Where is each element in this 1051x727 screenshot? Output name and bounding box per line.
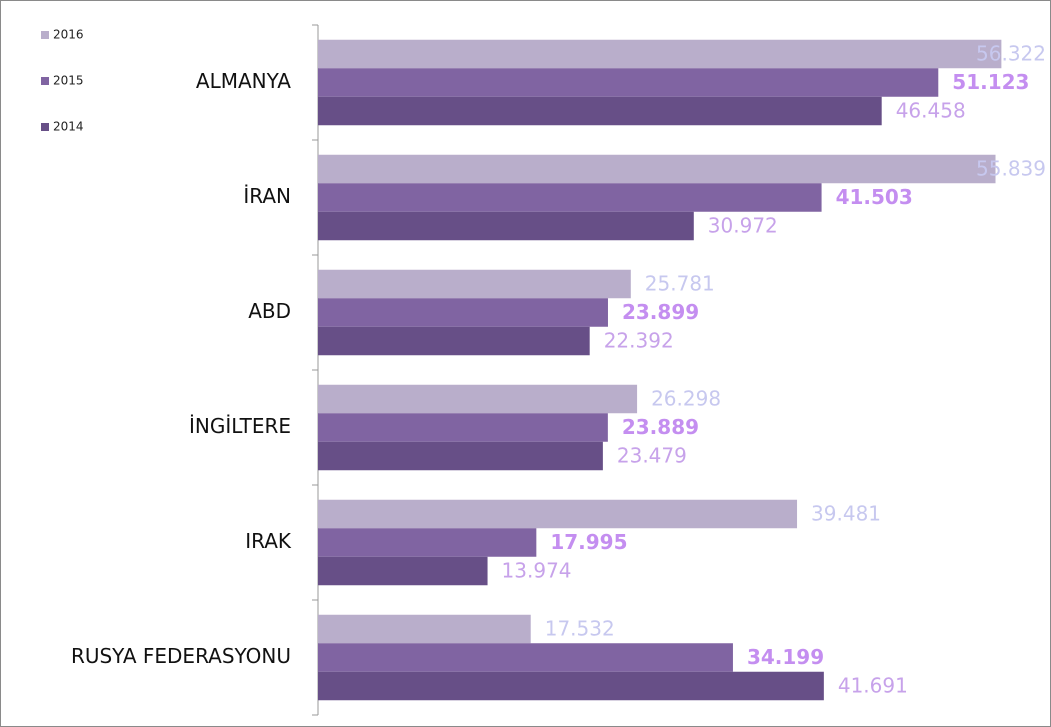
bar bbox=[318, 183, 822, 212]
bar bbox=[318, 528, 537, 557]
value-label: 23.899 bbox=[622, 300, 699, 324]
value-label: 51.123 bbox=[952, 70, 1029, 94]
value-label: 23.479 bbox=[617, 444, 687, 468]
legend-swatch bbox=[41, 123, 49, 131]
legend-swatch bbox=[41, 77, 49, 85]
bar bbox=[318, 499, 798, 529]
category-label: RUSYA FEDERASYONU bbox=[71, 644, 291, 668]
value-label: 13.974 bbox=[502, 559, 572, 583]
bar bbox=[318, 68, 939, 97]
value-label: 56.322 bbox=[976, 42, 1046, 66]
value-label: 41.503 bbox=[836, 185, 913, 209]
category-label: ALMANYA bbox=[196, 69, 291, 93]
value-label: 41.691 bbox=[838, 674, 908, 698]
bar bbox=[318, 39, 1002, 69]
bar bbox=[318, 96, 882, 126]
bar bbox=[318, 154, 996, 184]
bar bbox=[318, 211, 694, 241]
category-label: ABD bbox=[248, 299, 291, 323]
value-label: 26.298 bbox=[651, 387, 721, 411]
bar bbox=[318, 643, 733, 672]
value-label: 17.995 bbox=[550, 530, 627, 554]
bar bbox=[318, 556, 488, 586]
bar bbox=[318, 671, 824, 701]
value-label: 55.839 bbox=[976, 157, 1046, 181]
bar bbox=[318, 614, 531, 644]
value-label: 17.532 bbox=[545, 617, 615, 641]
bar bbox=[318, 298, 608, 327]
category-label: İRAN bbox=[243, 184, 291, 208]
legend-label: 2015 bbox=[53, 74, 84, 88]
value-label: 30.972 bbox=[708, 214, 778, 238]
category-label: İNGİLTERE bbox=[189, 414, 291, 438]
bar bbox=[318, 269, 631, 299]
bar bbox=[318, 326, 590, 356]
value-label: 22.392 bbox=[604, 329, 674, 353]
value-label: 25.781 bbox=[645, 272, 715, 296]
legend-label: 2016 bbox=[53, 28, 84, 42]
value-label: 46.458 bbox=[896, 99, 966, 123]
legend-label: 2014 bbox=[53, 120, 84, 134]
value-label: 23.889 bbox=[622, 415, 699, 439]
category-label: IRAK bbox=[245, 529, 292, 553]
value-label: 39.481 bbox=[811, 502, 881, 526]
legend-swatch bbox=[41, 31, 49, 39]
bar bbox=[318, 441, 603, 471]
value-label: 34.199 bbox=[747, 645, 824, 669]
bar bbox=[318, 413, 608, 442]
bar bbox=[318, 384, 638, 414]
